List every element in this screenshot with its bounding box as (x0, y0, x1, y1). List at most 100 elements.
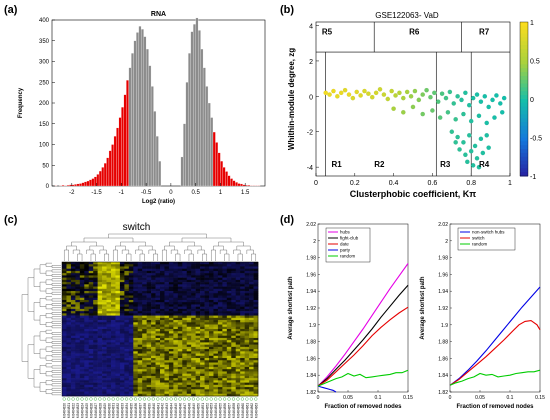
heatmap-cell (93, 337, 98, 341)
column-marker (160, 397, 164, 401)
heatmap-cell (177, 264, 183, 267)
heatmap-cell (244, 353, 250, 357)
heatmap-cell (209, 317, 214, 321)
heatmap-cell (168, 373, 174, 377)
column-marker (254, 397, 258, 401)
heatmap-cell (226, 353, 232, 357)
heatmap-cell (70, 358, 76, 361)
heatmap-cell (111, 293, 116, 296)
heatmap-cell (209, 322, 214, 325)
heatmap-cell (244, 387, 250, 390)
heatmap-cell (186, 282, 192, 285)
heatmap-cell (191, 288, 196, 292)
heatmap-cell (133, 308, 139, 312)
heatmap-cell (79, 299, 85, 303)
heatmap-cell (240, 331, 245, 334)
heatmap-cell (235, 342, 241, 345)
histogram-bar (183, 123, 186, 187)
heatmap-cell (204, 358, 210, 361)
heatmap-cell (249, 375, 254, 379)
heatmap-cell (84, 326, 90, 330)
heatmap-cell (253, 295, 259, 299)
heatmap-cell (173, 366, 179, 370)
heatmap-cell (160, 335, 165, 339)
heatmap-cell (88, 308, 94, 312)
heatmap-cell (204, 375, 210, 379)
heatmap-cell (84, 302, 90, 305)
heatmap-cell (240, 360, 245, 363)
heatmap-cell (88, 277, 94, 281)
heatmap-cell (137, 333, 143, 336)
histogram-bar (202, 67, 206, 187)
scatter-point (478, 99, 484, 104)
heatmap-cell (155, 270, 161, 274)
scatter-point (401, 109, 406, 115)
heatmap-cell (253, 337, 259, 341)
heatmap-cell (253, 353, 259, 357)
column-marker (62, 397, 66, 401)
heatmap-cell (209, 273, 214, 276)
column-marker (124, 397, 129, 401)
heatmap-cell (177, 382, 183, 386)
colorbar-segment (520, 118, 528, 123)
heatmap-cell (173, 270, 179, 274)
heatmap-cell (231, 306, 237, 310)
heatmap-cell (160, 297, 165, 301)
heatmap-cell (93, 393, 98, 397)
heatmap-cell (168, 380, 174, 383)
heatmap-cell (66, 353, 72, 357)
heatmap-cell (173, 306, 179, 310)
heatmap-cell (119, 369, 125, 372)
heatmap-cell (235, 358, 241, 361)
heatmap-cell (79, 311, 85, 314)
heatmap-cell (209, 360, 214, 363)
heatmap-cell (200, 391, 205, 395)
heatmap-cell (88, 299, 94, 303)
heatmap-cell (195, 275, 201, 278)
heatmap-cell (62, 353, 67, 357)
heatmap-cell (209, 351, 214, 354)
heatmap-cell (200, 306, 205, 310)
heatmap-cell (102, 284, 107, 287)
heatmap-cell (249, 391, 254, 395)
scatter-point (439, 91, 445, 96)
heatmap-cell (128, 264, 134, 267)
scatter-point (354, 89, 360, 95)
heatmap-cell (182, 268, 188, 272)
heatmap-cell (249, 268, 254, 272)
heatmap-cell (106, 308, 112, 312)
heatmap-cell (111, 355, 116, 359)
heatmap-cell (213, 293, 219, 296)
heatmap-cell (115, 284, 121, 287)
heatmap-cell (204, 295, 210, 299)
heatmap-cell (200, 308, 205, 312)
heatmap-cell (253, 369, 259, 372)
heatmap-cell (209, 340, 214, 343)
heatmap-cell (155, 295, 161, 299)
heatmap-cell (111, 297, 116, 301)
heatmap-cell (182, 371, 188, 374)
heatmap-cell (146, 277, 152, 281)
heatmap-cell (115, 279, 121, 283)
heatmap-cell (84, 266, 90, 269)
heatmap-cell (209, 387, 214, 390)
heatmap-cell (79, 279, 85, 283)
heatmap-cell (191, 335, 196, 339)
heatmap-cell (79, 373, 85, 377)
heatmap-cell (142, 313, 147, 316)
heatmap-cell (160, 273, 165, 276)
heatmap-cell (75, 375, 81, 379)
heatmap-cell (79, 308, 85, 312)
heatmap-cell (75, 308, 81, 312)
heatmap-cell (204, 273, 210, 276)
heatmap-frame (61, 261, 259, 397)
heatmap-cell (244, 373, 250, 377)
heatmap-cell (173, 382, 179, 386)
heatmap-cell (155, 344, 161, 348)
heatmap-cell (84, 371, 90, 374)
histogram-bar (71, 184, 75, 187)
heatmap-cell (124, 291, 130, 294)
heatmap-cell (146, 337, 152, 341)
column-label: GSM3464861 (245, 403, 249, 418)
heatmap-cell (173, 317, 179, 321)
